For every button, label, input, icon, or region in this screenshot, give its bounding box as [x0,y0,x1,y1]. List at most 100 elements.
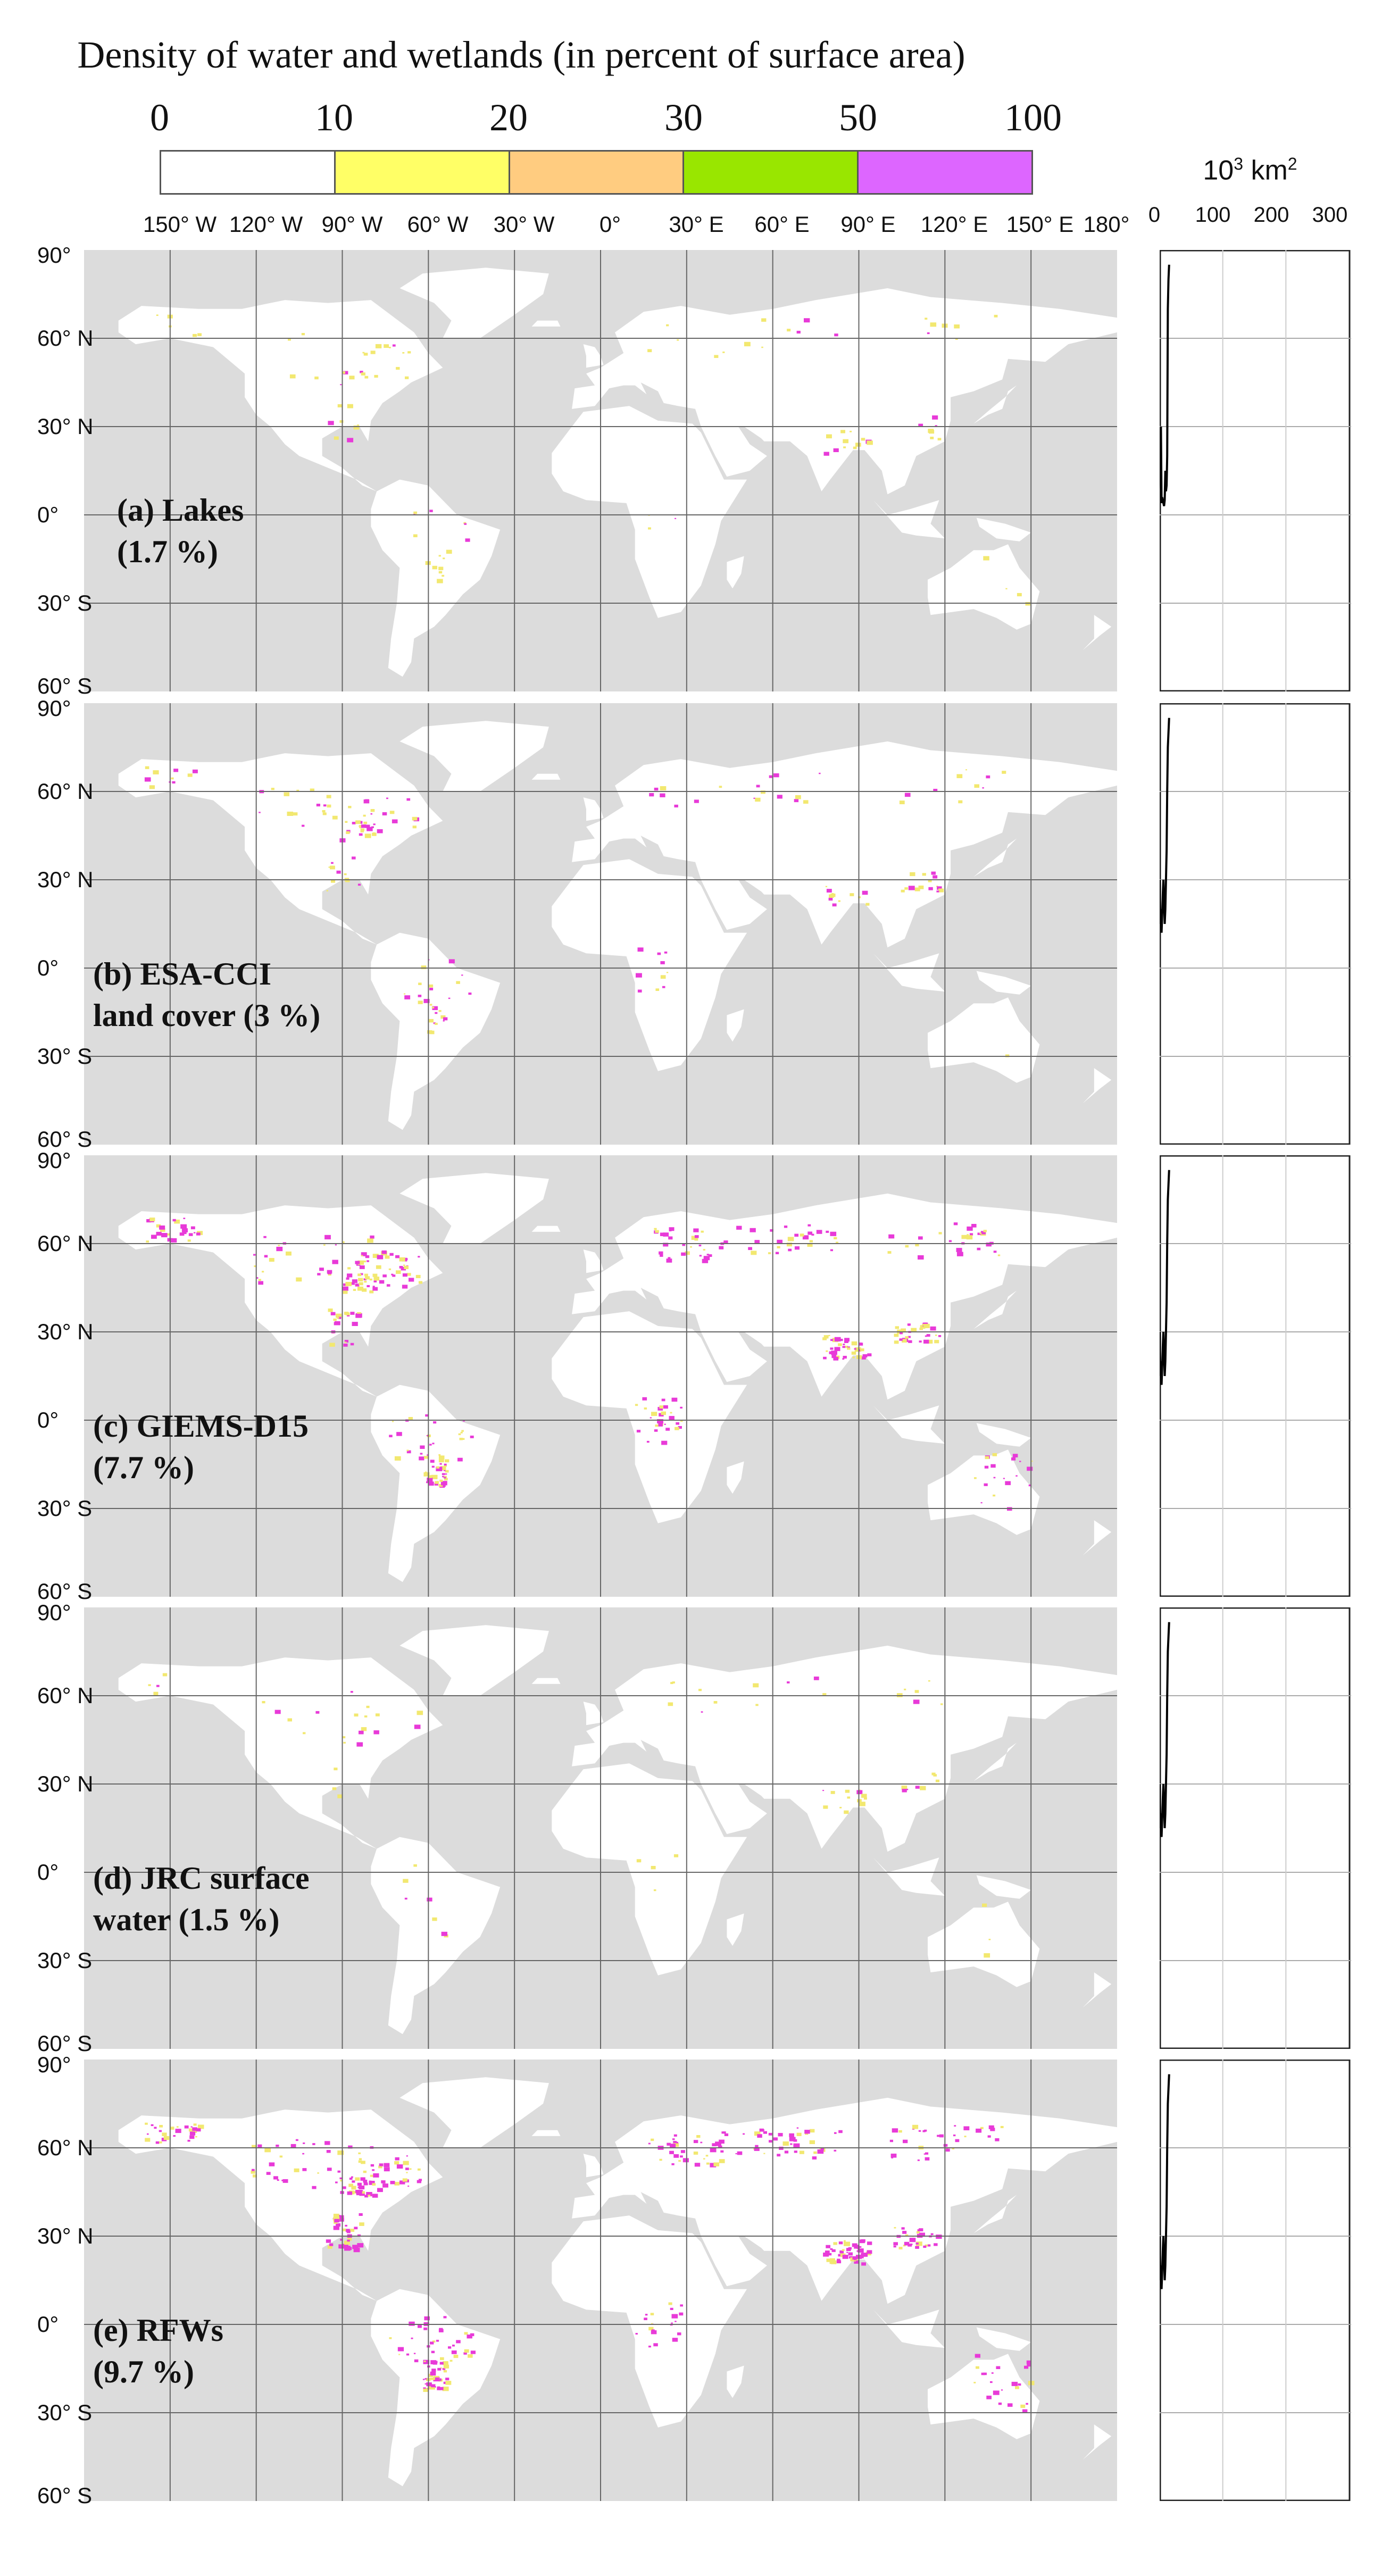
wetland-pixel [713,1701,718,1704]
world-map-svg [84,2060,1117,2501]
wetland-pixel [659,1251,663,1255]
wetland-pixel [988,2125,994,2129]
wetland-pixel [362,352,365,354]
wetland-pixel [302,824,305,827]
wetland-pixel [715,2141,721,2146]
wetland-pixel [844,2241,850,2246]
wetland-pixel [940,1703,943,1705]
wetland-pixel [349,376,355,380]
wetland-pixel [411,2337,413,2339]
lon-tick: 150° E [1006,212,1074,237]
wetland-pixel [908,2244,912,2247]
wetland-pixel [737,2151,743,2155]
wetland-pixel [273,2176,278,2180]
wetland-pixel [361,1252,367,1256]
wetland-pixel [644,1407,647,1410]
land-mass [727,1009,744,1042]
wetland-pixel [763,2131,767,2134]
wetland-pixel [984,1465,989,1469]
wetland-pixel [429,988,434,990]
wetland-pixel [195,2136,197,2138]
wetland-pixel [859,2246,862,2248]
map-panel-e: 90° 60° N 30° N 0° 30° S 60° S (e) RFWs (9.7 %… [0,2052,1382,2508]
wetland-pixel [804,2130,810,2134]
wetland-pixel [302,2153,304,2155]
wetland-pixel [845,1346,848,1348]
legend-swatch-10-20 [335,152,510,193]
wetland-pixel [793,2143,800,2148]
wetland-pixel [353,426,360,430]
wetland-pixel [174,1219,180,1224]
wetland-pixel [344,1341,347,1343]
wetland-pixel [694,799,699,803]
wetland-pixel [155,2141,160,2144]
wetland-pixel [301,333,305,336]
wetland-pixel [787,1681,790,1683]
wetland-pixel [429,510,433,512]
wetland-pixel [403,1879,409,1883]
lat-tick: 0° [37,955,59,980]
legend-swatch-20-30 [510,152,685,193]
wetland-pixel [843,1344,845,1345]
world-map-svg [84,1607,1117,2049]
lon-tick: 60° W [407,212,469,237]
wetland-pixel [953,1222,958,1226]
wetland-pixel [671,2314,678,2319]
wetland-pixel [943,2144,948,2147]
wetland-pixel [433,1421,437,1424]
legend-tick-50: 50 [839,96,877,139]
wetland-pixel [838,1343,842,1346]
lat-tick: 60° N [37,1683,94,1708]
wetland-pixel [826,1350,828,1352]
wetland-pixel [334,1768,338,1771]
land-mass [583,1702,604,1725]
land-mass [1083,1972,1112,2008]
land-mass [976,1875,1031,1899]
wetland-pixel [1002,771,1006,774]
wetland-pixel [809,1240,813,1243]
wetland-pixel [909,2238,916,2242]
wetland-pixel [360,371,363,373]
wetland-pixel [948,1240,952,1243]
wetland-pixel [372,2194,378,2198]
wetland-pixel [144,777,151,782]
wetland-pixel [955,338,958,340]
land-mass [928,2354,1040,2439]
land-mass [399,721,549,791]
legend-tick-0: 0 [150,96,169,139]
wetland-pixel [935,425,937,427]
wetland-pixel [156,1224,161,1228]
wetland-pixel [288,338,291,341]
wetland-pixel [145,2138,151,2142]
land-mass [873,2310,945,2348]
wetland-pixel [826,434,832,439]
wetland-pixel [334,436,339,440]
wetland-pixel [843,439,848,444]
wetland-pixel [854,2259,856,2261]
wetland-pixel [338,2217,344,2222]
wetland-pixel [377,2188,383,2192]
world-map-svg [84,250,1117,691]
wetland-pixel [442,1473,445,1475]
wetland-pixel [385,1255,390,1259]
wetland-pixel [967,1234,969,1236]
wetland-pixel [406,2353,410,2356]
wetland-pixel [351,1282,355,1285]
wetland-pixel [343,1283,347,1286]
wetland-pixel [418,982,422,985]
wetland-pixel [337,1317,339,1319]
wetland-pixel [750,1228,756,1232]
land-mass [928,997,1040,1083]
wetland-pixel [350,1691,353,1693]
wetland-pixel [974,784,979,788]
wetland-pixel [789,2133,794,2137]
wetland-pixel [361,2161,365,2164]
wetland-pixel [899,1338,903,1341]
wetland-pixel [865,903,870,906]
wetland-pixel [437,2378,442,2381]
wetland-pixel [436,1466,443,1471]
wetland-pixel [645,2314,648,2316]
wetland-pixel [392,344,396,347]
wetland-pixel [919,1340,922,1343]
wetland-pixel [980,2127,984,2129]
